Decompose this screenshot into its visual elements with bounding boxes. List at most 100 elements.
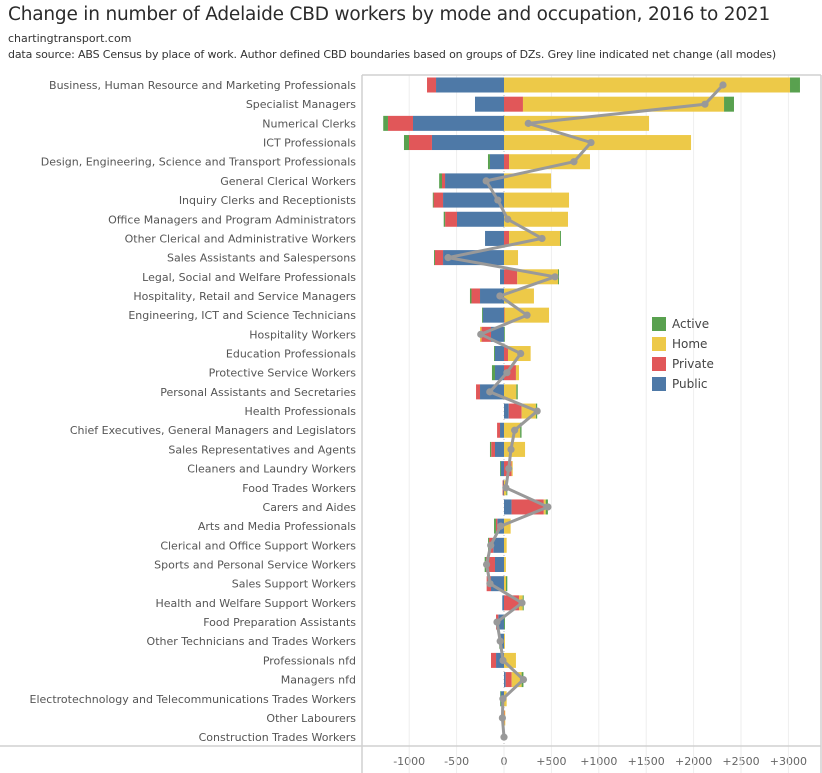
bar-active <box>790 77 800 93</box>
bar-home <box>504 250 519 266</box>
bar-private <box>504 269 518 285</box>
bar-home <box>511 672 522 688</box>
net-change-point <box>486 580 494 588</box>
row-label: Professionals nfd <box>263 654 356 667</box>
bar-active <box>487 154 490 170</box>
bar-public <box>500 269 504 285</box>
bar-private <box>433 192 444 208</box>
net-change-point <box>524 119 532 127</box>
bar-public <box>474 96 504 112</box>
net-change-point <box>503 369 511 377</box>
legend-item-active[interactable]: Active <box>652 314 714 334</box>
row-label: Construction Trades Workers <box>199 731 357 744</box>
row-label: General Clerical Workers <box>220 175 356 188</box>
legend-item-home[interactable]: Home <box>652 334 714 354</box>
bar-active <box>724 96 734 112</box>
bar-public <box>500 461 504 477</box>
bar-public <box>489 154 504 170</box>
bar-private <box>427 77 437 93</box>
bar-private <box>409 135 432 151</box>
net-change-point <box>551 273 559 281</box>
bar-home <box>504 557 506 572</box>
net-change-point <box>719 81 727 89</box>
net-change-point <box>533 407 541 415</box>
bar-active <box>504 614 505 630</box>
row-label: Protective Service Workers <box>209 367 357 380</box>
bar-public <box>485 230 504 246</box>
net-change-point <box>538 234 546 243</box>
bar-home <box>504 173 552 189</box>
bar-private <box>504 154 510 170</box>
bar-active <box>494 518 496 534</box>
net-change-point <box>499 656 507 665</box>
row-label: Food Trades Workers <box>242 482 356 495</box>
bar-private <box>504 307 505 323</box>
net-change-point <box>587 138 595 147</box>
row-label: Chief Executives, General Managers and L… <box>70 424 356 437</box>
legend-label: Home <box>672 337 708 351</box>
net-change-point <box>518 599 526 607</box>
net-change-point <box>504 215 512 223</box>
net-change-point <box>502 484 510 492</box>
bar-public <box>493 537 504 553</box>
row-label: Hospitality, Retail and Service Managers <box>133 290 356 303</box>
bar-private <box>504 230 510 246</box>
chart-title: Change in number of Adelaide CBD workers… <box>8 4 771 25</box>
row-label: Sales Assistants and Salespersons <box>167 252 356 265</box>
row-label: Office Managers and Program Administrato… <box>108 213 356 226</box>
row-label: Other Technicians and Trades Workers <box>147 635 357 648</box>
net-change-point <box>500 733 508 741</box>
net-change-point <box>701 100 709 108</box>
bar-public <box>436 77 504 93</box>
bar-private <box>476 384 481 400</box>
bar-home <box>504 384 517 400</box>
bar-public <box>482 307 504 323</box>
bar-public <box>480 288 504 304</box>
bar-active <box>494 346 495 362</box>
bar-active <box>560 230 561 246</box>
row-label: Sales Support Workers <box>232 578 357 591</box>
bar-home <box>504 537 507 553</box>
row-label: Electrotechnology and Telecommunications… <box>30 693 357 706</box>
net-change-point <box>494 196 502 204</box>
row-label: Carers and Aides <box>263 501 357 514</box>
bar-active <box>383 115 388 131</box>
row-label: Inquiry Clerks and Receptionists <box>179 194 356 207</box>
source-note: data source: ABS Census by place of work… <box>8 48 777 61</box>
bar-active <box>443 211 446 227</box>
bar-home <box>504 518 511 534</box>
bar-public <box>443 250 504 266</box>
legend: Active Home Private Public <box>652 314 714 394</box>
bar-active <box>500 461 501 477</box>
row-labels: Business, Human Resource and Marketing P… <box>30 79 357 744</box>
row-label: Food Preparation Assistants <box>203 616 356 629</box>
row-label: Cleaners and Laundry Workers <box>187 463 356 476</box>
net-change-point <box>511 426 519 434</box>
legend-item-private[interactable]: Private <box>652 354 714 374</box>
plot-frame <box>0 74 822 773</box>
bar-private <box>434 250 444 266</box>
net-change-point <box>523 311 531 319</box>
bar-private <box>505 672 512 688</box>
bar-active <box>439 173 443 189</box>
bar-public <box>498 614 504 630</box>
net-change-point <box>570 158 578 166</box>
net-change-point <box>482 560 491 569</box>
bar-home <box>504 77 791 93</box>
bar-active <box>520 422 522 438</box>
bar-public <box>494 557 504 572</box>
net-change-point <box>486 388 494 396</box>
bar-public <box>504 403 509 419</box>
bar-private <box>504 346 508 362</box>
bar-active <box>505 576 508 592</box>
net-change-point <box>507 445 515 454</box>
bar-private <box>481 326 492 342</box>
bar-home <box>504 211 568 227</box>
net-change-point <box>477 330 485 338</box>
legend-label: Active <box>672 317 710 331</box>
bar-active <box>504 326 505 342</box>
legend-item-public[interactable]: Public <box>652 374 714 394</box>
bar-private <box>508 403 522 419</box>
net-change-point <box>487 541 495 549</box>
row-label: Design, Engineering, Science and Transpo… <box>41 156 357 169</box>
